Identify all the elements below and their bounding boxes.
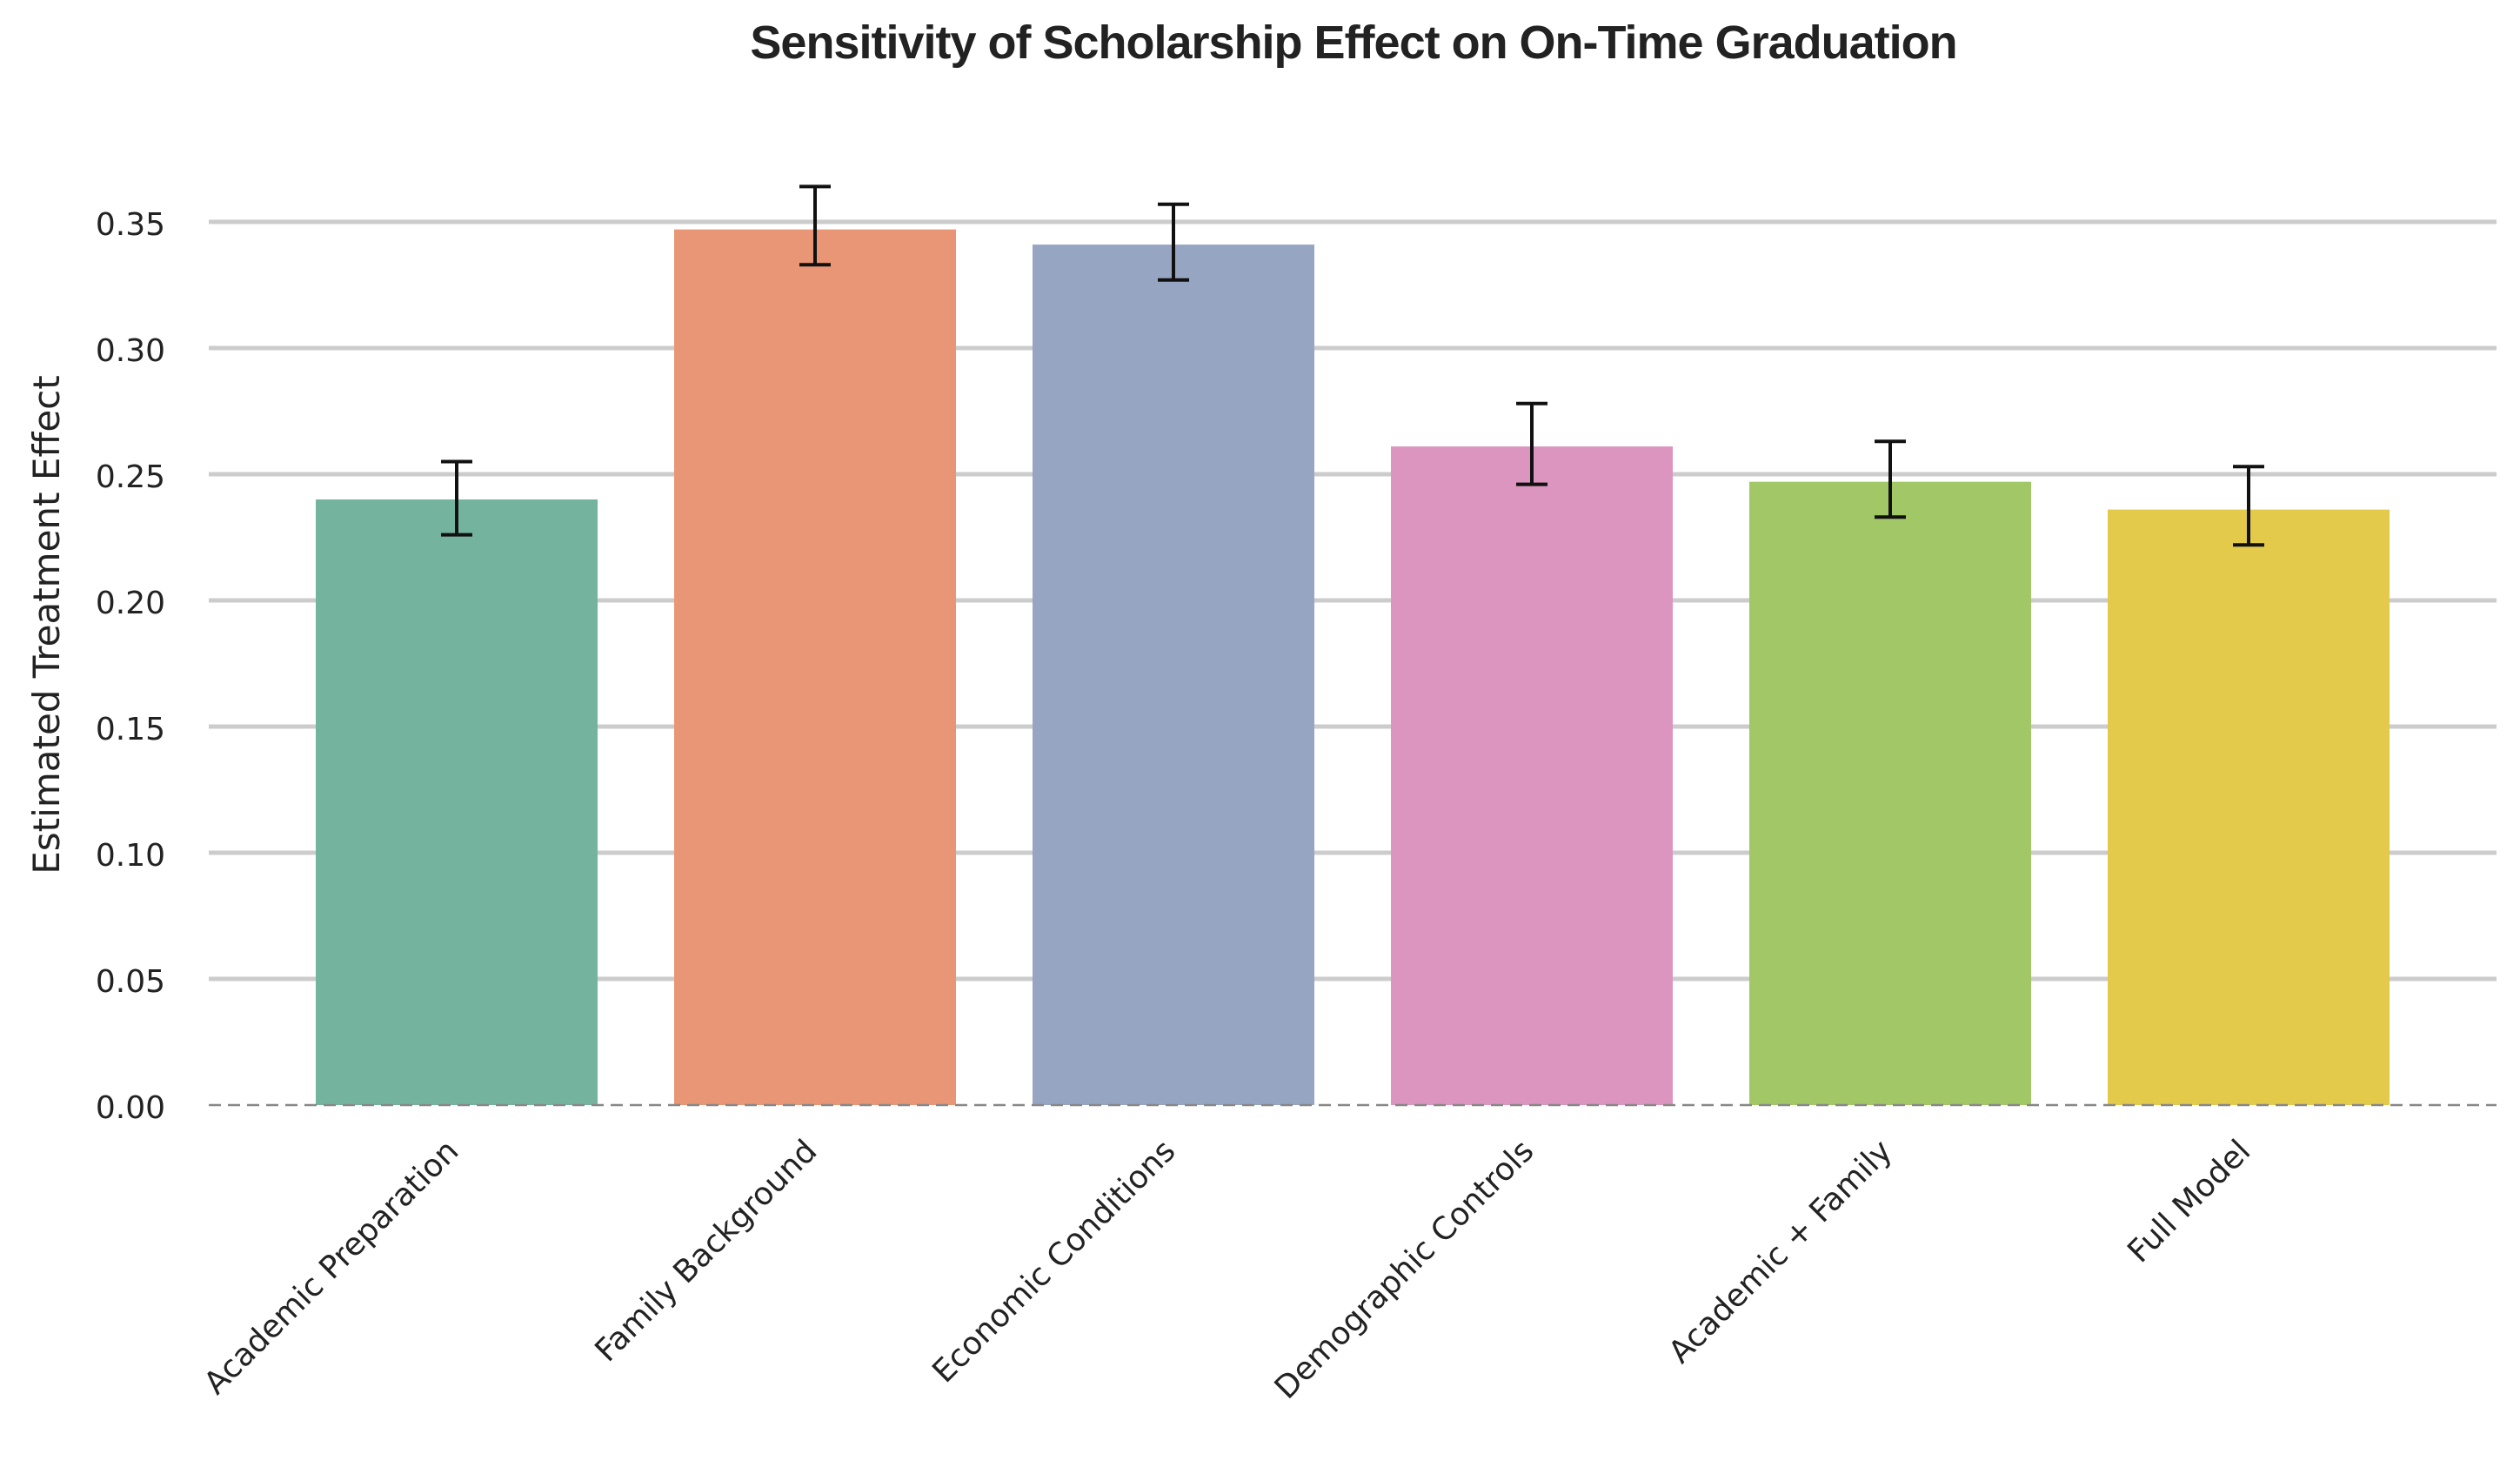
x-tick-label: Full Model xyxy=(2121,1133,2257,1270)
bar xyxy=(674,229,956,1105)
x-tick-label: Economic Conditions xyxy=(926,1133,1182,1390)
bar xyxy=(1391,446,1673,1105)
bar xyxy=(1749,481,2031,1105)
y-tick-label: 0.20 xyxy=(96,586,165,621)
bar xyxy=(316,499,598,1105)
x-tick-label: Academic + Family xyxy=(1662,1133,1900,1370)
x-tick-label: Academic Preparation xyxy=(197,1133,465,1401)
error-bar xyxy=(1516,401,1547,486)
y-tick-label: 0.05 xyxy=(96,964,165,1000)
x-tick-label: Family Background xyxy=(588,1133,824,1369)
error-bar xyxy=(441,459,472,537)
bar xyxy=(2108,509,2390,1105)
y-tick-label: 0.25 xyxy=(96,459,165,495)
y-tick-label: 0.35 xyxy=(96,207,165,243)
error-bar xyxy=(2233,465,2264,547)
error-bar xyxy=(1158,202,1189,282)
bars xyxy=(316,229,2390,1106)
y-tick-label: 0.30 xyxy=(96,333,165,369)
y-tick-label: 0.00 xyxy=(96,1090,165,1126)
chart-title: Sensitivity of Scholarship Effect on On-… xyxy=(750,17,1957,69)
bar xyxy=(1033,245,1314,1106)
y-axis-label: Estimated Treatment Effect xyxy=(25,375,68,874)
error-bar xyxy=(799,184,831,267)
y-tick-label: 0.10 xyxy=(96,838,165,874)
y-tick-label: 0.15 xyxy=(96,712,165,747)
error-bar xyxy=(1875,439,1906,519)
x-tick-label: Demographic Controls xyxy=(1268,1133,1541,1406)
error-bars xyxy=(441,184,2264,547)
